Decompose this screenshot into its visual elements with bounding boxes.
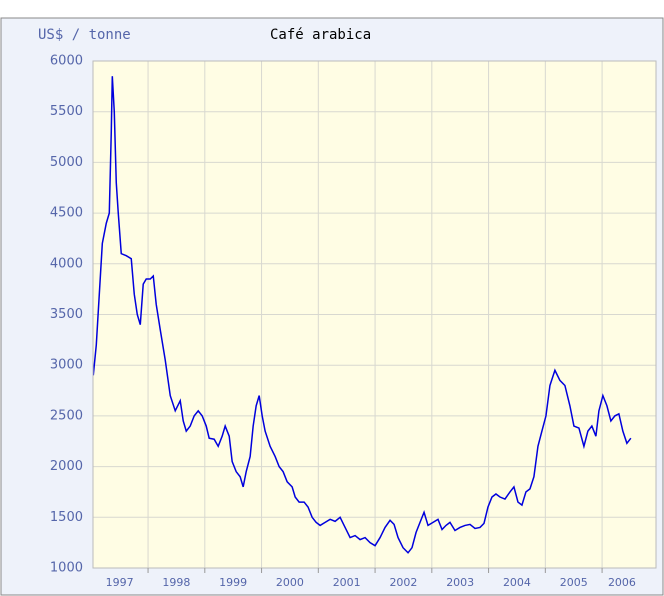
plot-border: [92, 60, 657, 569]
y-tick-label: 1000: [50, 561, 83, 576]
x-tick-label: 1999: [219, 576, 247, 589]
x-tick-label: 2004: [503, 576, 531, 589]
x-tick-label: 2001: [333, 576, 361, 589]
x-tick-label: 2000: [276, 576, 304, 589]
y-tick-label: 4000: [50, 256, 83, 271]
x-tick-label: 1997: [106, 576, 134, 589]
y-tick-label: 5500: [50, 104, 83, 119]
y-tick-label: 4500: [50, 206, 83, 221]
y-axis-label: US$ / tonne: [38, 27, 131, 43]
chart-title: Café arabica: [270, 27, 371, 43]
y-tick-label: 2000: [50, 459, 83, 474]
x-tick-label: 2002: [389, 576, 417, 589]
x-tick-label: 2003: [446, 576, 474, 589]
y-tick-label: 6000: [50, 54, 83, 69]
y-tick-label: 5000: [50, 155, 83, 170]
y-tick-label: 3500: [50, 307, 83, 322]
y-tick-label: 3000: [50, 358, 83, 373]
price-line: [92, 76, 632, 554]
y-tick-label: 2500: [50, 408, 83, 423]
x-tick-label: 2005: [560, 576, 588, 589]
y-tick-label: 1500: [50, 510, 83, 525]
x-tick-label: 1998: [162, 576, 190, 589]
x-tick-label: 2006: [608, 576, 636, 589]
